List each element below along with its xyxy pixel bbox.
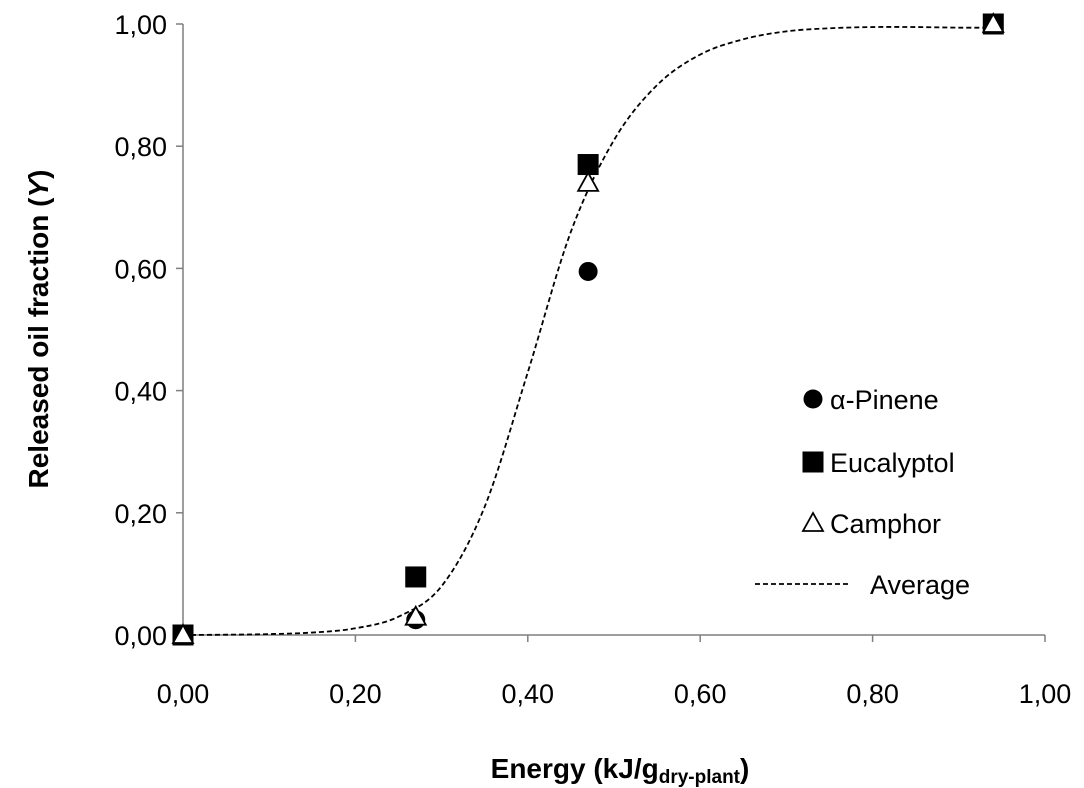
y-tick-label: 0,00 (114, 621, 167, 651)
camphor-point (576, 171, 600, 192)
camphor-point (404, 604, 428, 626)
camphor-point (981, 12, 1005, 33)
average-curve-layer (182, 26, 994, 636)
eucalyptol-point (405, 566, 427, 588)
legend-eucalyptol-marker (802, 451, 824, 473)
legend-alpha-pinene-label: α-Pinene (830, 385, 939, 415)
x-tick-label: 0,40 (502, 679, 555, 709)
legend-camphor-marker (801, 511, 825, 532)
legend: α-Pinene Eucalyptol Camphor Average (755, 385, 970, 600)
y-tick-label: 0,20 (114, 499, 167, 529)
legend-eucalyptol-label: Eucalyptol (830, 448, 955, 478)
data-points (171, 12, 1005, 646)
pinene-point (578, 261, 598, 281)
legend-alpha-pinene-marker (803, 389, 823, 409)
y-tick-label: 1,00 (114, 10, 167, 40)
eucalyptol-point (577, 154, 599, 176)
average-curve (182, 26, 994, 636)
x-tick-label: 1,00 (1019, 679, 1072, 709)
legend-camphor-label: Camphor (830, 509, 941, 539)
y-tick-label: 0,80 (114, 132, 167, 162)
legend-average-label: Average (870, 570, 970, 600)
axes (176, 23, 1046, 642)
x-tick-label: 0,80 (846, 679, 899, 709)
y-tick-label: 0,60 (114, 254, 167, 284)
x-tick-label: 0,00 (157, 679, 210, 709)
camphor-point (171, 623, 195, 644)
y-axis-title: Released oil fraction (Y) (23, 170, 54, 489)
y-tick-label: 0,40 (114, 377, 167, 407)
x-axis-title: Energy (kJ/gdry-plant) (491, 753, 750, 788)
tick-labels: 0,00 0,20 0,40 0,60 0,80 1,00 0,00 0,20 0,40 0,60… (114, 10, 1071, 709)
x-tick-label: 0,60 (674, 679, 727, 709)
x-tick-label: 0,20 (329, 679, 382, 709)
